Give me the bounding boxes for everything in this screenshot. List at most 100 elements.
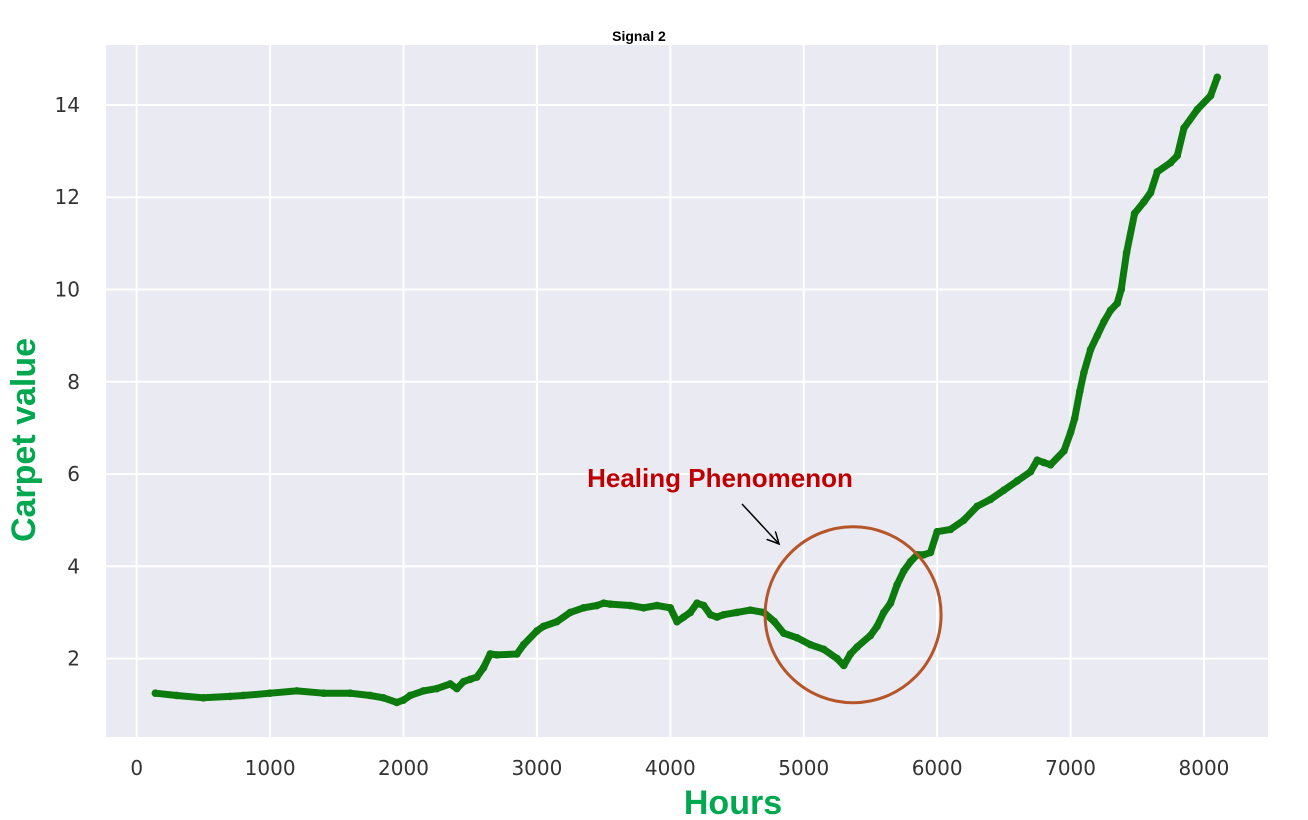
series-point [1113, 299, 1122, 308]
y-axis-label: Carpet value [5, 338, 43, 542]
series-point [486, 650, 495, 658]
series-point [1130, 209, 1139, 218]
series-point [199, 693, 208, 702]
series-point [419, 687, 428, 695]
series-point [1153, 168, 1162, 176]
annotation-circle [763, 525, 943, 705]
series-point [399, 696, 408, 704]
series-point [1166, 158, 1175, 167]
series-point [466, 675, 475, 684]
series-point [893, 580, 901, 589]
series-point [866, 631, 875, 640]
annotation: Healing Phenomenon [587, 463, 943, 705]
series-point [899, 567, 908, 575]
series-point [266, 689, 274, 697]
series-point [906, 557, 915, 566]
series-point [666, 604, 675, 612]
series-point [933, 527, 941, 536]
series-point [1093, 331, 1102, 340]
series-point [453, 684, 461, 693]
series-point [846, 650, 855, 658]
series-point [513, 650, 521, 658]
x-tick-label: 0 [130, 756, 143, 780]
series-point [519, 640, 528, 649]
series-point [479, 664, 488, 672]
series-point [653, 601, 661, 610]
y-tick-label: 12 [55, 185, 80, 209]
series-point [1060, 447, 1068, 455]
chart-title: Signal 2 [612, 28, 666, 44]
series-point [1033, 456, 1042, 465]
x-tick-label: 2000 [378, 756, 429, 780]
series-point [1173, 151, 1182, 160]
series-point [446, 680, 454, 688]
series-point [713, 613, 721, 621]
series-point [606, 600, 615, 608]
series-point [819, 645, 828, 654]
series-point [1193, 105, 1202, 114]
y-tick-label: 8 [67, 370, 80, 394]
series-point [319, 689, 328, 697]
series-point [1066, 428, 1075, 437]
series-point [433, 684, 441, 693]
x-axis-label: Hours [684, 784, 782, 820]
series-point [292, 687, 301, 695]
series-point [1000, 486, 1008, 494]
series-point [473, 673, 481, 681]
series-point [839, 661, 848, 670]
series-point [1076, 387, 1084, 395]
series-point [366, 691, 374, 700]
series-point [1106, 306, 1115, 315]
series-point [459, 677, 468, 686]
series-point [593, 601, 601, 610]
series-point [1213, 73, 1222, 82]
series-point [746, 606, 755, 614]
series-point [1146, 188, 1155, 197]
series-point [226, 692, 234, 701]
series-point [973, 502, 981, 511]
x-tick-label: 7000 [1045, 756, 1096, 780]
series-point [926, 548, 935, 557]
x-tick-label: 8000 [1179, 756, 1230, 780]
series-point [960, 516, 968, 524]
series-point [719, 610, 728, 619]
series-point [879, 608, 888, 617]
series-point [793, 634, 801, 642]
series-point [1026, 467, 1035, 476]
series-point [393, 698, 401, 707]
series-point [1180, 124, 1188, 132]
series-point [1040, 458, 1048, 467]
series-point [239, 691, 248, 700]
y-tick-label: 2 [67, 647, 80, 671]
series-point [579, 604, 588, 612]
series-point [553, 617, 561, 626]
series-point [1086, 345, 1095, 354]
series-point [873, 622, 881, 631]
series-point [920, 550, 928, 559]
series-point [833, 654, 841, 663]
series-point [733, 608, 741, 617]
series-point [1046, 461, 1055, 469]
series-point [599, 599, 608, 608]
series-point [406, 691, 414, 700]
series-point [1206, 91, 1215, 100]
series-layer [151, 73, 1222, 707]
series-point [346, 689, 354, 697]
series-point [1070, 414, 1079, 423]
x-tick-label: 3000 [511, 756, 562, 780]
series-point [539, 622, 548, 631]
series-point [1140, 198, 1148, 206]
series-point [1100, 318, 1108, 326]
series-point [1122, 248, 1131, 257]
series-point [699, 601, 708, 610]
annotation-text: Healing Phenomenon [587, 463, 853, 493]
series-point [986, 495, 995, 504]
series-point [706, 610, 715, 619]
y-tick-label: 10 [55, 278, 80, 302]
series-point [1117, 285, 1126, 294]
series-point [566, 608, 575, 617]
series-point [679, 613, 688, 621]
y-tick-label: 6 [67, 462, 80, 486]
grid [106, 45, 1268, 737]
